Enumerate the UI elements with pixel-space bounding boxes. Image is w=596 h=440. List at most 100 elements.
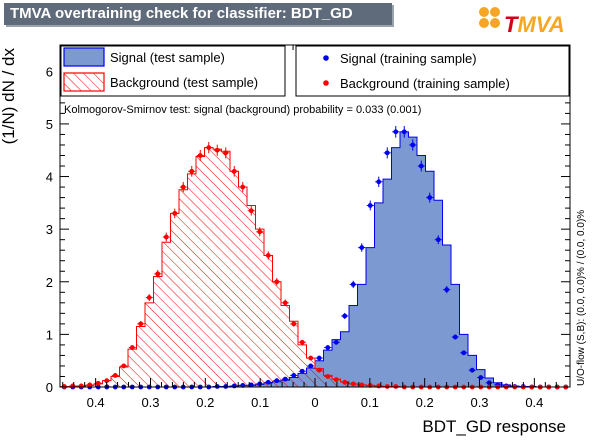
y-tick-label: 4 <box>46 170 53 185</box>
point-marker <box>274 378 280 384</box>
background-train-point <box>315 367 323 373</box>
point-marker <box>401 129 407 135</box>
background-train-point <box>324 374 332 379</box>
ks-test-label: Kolmogorov-Smirnov test: signal (backgro… <box>64 104 421 116</box>
point-marker <box>180 184 186 190</box>
y-axis-label: (1/N) dN / dx <box>0 48 18 145</box>
signal-train-point <box>358 243 366 252</box>
background-train-point <box>60 384 68 389</box>
background-train-point <box>69 383 77 389</box>
background-train-point <box>230 165 238 177</box>
signal-train-point <box>375 176 383 187</box>
point-marker <box>78 383 84 389</box>
signal-train-point <box>307 363 315 369</box>
legend-signal-test-swatch <box>63 47 105 67</box>
point-marker <box>342 313 348 319</box>
x-tick-label: 0 <box>311 395 318 410</box>
point-marker <box>333 339 339 345</box>
y-tick-label: 5 <box>46 117 53 132</box>
point-marker <box>282 300 288 306</box>
x-axis-label: BDT_GD response <box>422 417 566 436</box>
point-marker <box>333 377 339 383</box>
background-train-point <box>213 144 221 156</box>
signal-train-point <box>349 280 357 289</box>
point-marker <box>359 382 365 388</box>
background-train-point <box>239 181 247 193</box>
point-marker <box>121 363 127 369</box>
point-marker <box>452 334 458 340</box>
x-tick-label: 0.2 <box>416 395 434 410</box>
background-train-point <box>111 373 119 378</box>
background-train-point <box>145 294 153 301</box>
point-marker <box>350 282 356 287</box>
signal-train-point <box>341 312 349 320</box>
background-train-point <box>162 232 170 242</box>
point-marker <box>384 150 390 156</box>
point-marker <box>206 145 212 151</box>
legend-background-test-swatch <box>63 72 105 92</box>
point-marker <box>393 384 399 389</box>
point-marker <box>461 350 467 356</box>
background-train-point <box>298 339 306 345</box>
legend-signal-train: Signal (training sample) <box>340 51 477 66</box>
point-marker <box>214 147 220 153</box>
x-tick-label: 0.4 <box>87 395 105 410</box>
signal-train-point <box>298 368 306 374</box>
signal-train-point <box>366 200 374 211</box>
point-marker <box>393 129 399 135</box>
point-marker <box>282 376 288 382</box>
background-train-point <box>307 355 315 361</box>
chart-title: TMVA overtraining check for classifier: … <box>4 3 392 25</box>
signal-train-point <box>332 339 340 345</box>
logo-text: TMVA <box>504 12 565 37</box>
background-train-point <box>137 320 145 327</box>
background-train-point <box>205 141 213 154</box>
background-train-point <box>86 382 94 388</box>
background-train-point <box>341 379 349 385</box>
logo-dots-icon <box>479 7 500 28</box>
point-marker <box>87 382 93 388</box>
point-marker <box>342 379 348 385</box>
signal-train-point <box>468 367 476 373</box>
point-marker <box>308 355 314 361</box>
background-train-point <box>273 278 281 286</box>
point-marker <box>274 279 280 285</box>
background-train-point <box>264 251 272 260</box>
point-marker <box>367 203 373 208</box>
axes: 0 1 2 3 4 5 6 0.4 0.3 0.2 0.1 0 0.1 0.2 0.3 0.4 <box>46 45 570 410</box>
legend-signal-train-marker <box>323 55 329 61</box>
background-train-point <box>171 208 179 219</box>
legend-box: Signal (test sample) Background (test sa… <box>60 45 286 97</box>
point-marker <box>291 321 297 327</box>
point-marker <box>214 384 220 389</box>
signal-train-point <box>451 334 459 340</box>
y-tick-label: 3 <box>46 222 53 237</box>
signal-train-point <box>434 235 442 245</box>
tmva-logo: TMVA T <box>479 7 565 37</box>
background-train-point <box>349 381 357 387</box>
point-marker <box>129 345 135 350</box>
point-marker <box>299 339 305 345</box>
signal-train-point <box>281 376 289 382</box>
point-marker <box>240 184 246 190</box>
background-train-point <box>196 149 204 162</box>
point-marker <box>316 355 322 361</box>
signal-train-point <box>264 379 272 385</box>
histogram-layer <box>60 131 570 387</box>
signal-train-point <box>443 286 451 294</box>
logo-letter-t: T <box>504 12 519 37</box>
background-train-point <box>188 165 196 177</box>
x-tick-label: 0.1 <box>251 395 269 410</box>
legend-background-train: Background (training sample) <box>340 76 510 91</box>
point-marker <box>435 237 441 243</box>
signal-train-point <box>409 139 417 151</box>
overflow-label: U/O-flow (S,B): (0.0, 0.0)% / (0.0, 0.0)… <box>576 210 587 386</box>
background-train-point <box>154 270 162 278</box>
point-marker <box>172 210 178 216</box>
background-train-point <box>179 181 187 193</box>
background-train-point <box>94 380 102 386</box>
point-marker <box>231 168 237 174</box>
point-marker <box>444 287 450 293</box>
point-marker <box>384 384 390 389</box>
background-train-point <box>128 345 136 350</box>
